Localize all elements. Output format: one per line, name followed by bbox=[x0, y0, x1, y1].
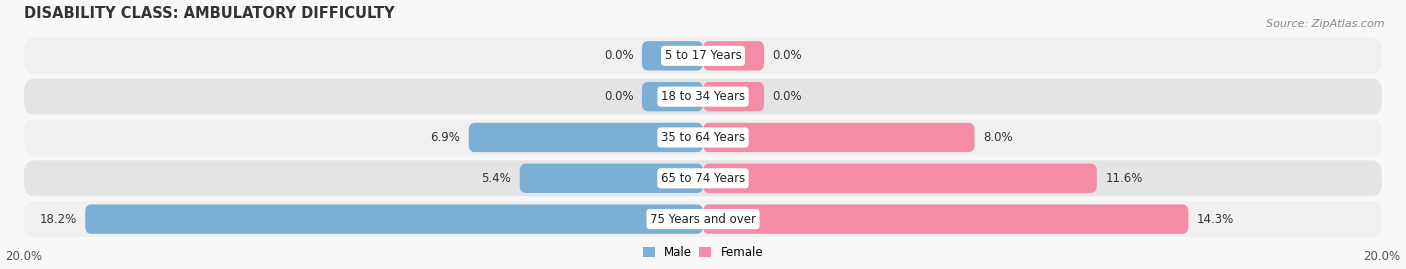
FancyBboxPatch shape bbox=[24, 119, 1382, 155]
Text: 6.9%: 6.9% bbox=[430, 131, 460, 144]
Text: 0.0%: 0.0% bbox=[772, 49, 803, 62]
FancyBboxPatch shape bbox=[703, 123, 974, 152]
FancyBboxPatch shape bbox=[520, 164, 703, 193]
Text: 0.0%: 0.0% bbox=[772, 90, 803, 103]
Text: DISABILITY CLASS: AMBULATORY DIFFICULTY: DISABILITY CLASS: AMBULATORY DIFFICULTY bbox=[24, 6, 395, 20]
Text: 8.0%: 8.0% bbox=[983, 131, 1012, 144]
Text: Source: ZipAtlas.com: Source: ZipAtlas.com bbox=[1267, 19, 1385, 29]
FancyBboxPatch shape bbox=[24, 201, 1382, 237]
FancyBboxPatch shape bbox=[86, 204, 703, 234]
FancyBboxPatch shape bbox=[643, 82, 703, 111]
Text: 75 Years and over: 75 Years and over bbox=[650, 213, 756, 226]
Text: 0.0%: 0.0% bbox=[603, 90, 634, 103]
Text: 5.4%: 5.4% bbox=[481, 172, 512, 185]
FancyBboxPatch shape bbox=[643, 41, 703, 70]
FancyBboxPatch shape bbox=[703, 204, 1188, 234]
Legend: Male, Female: Male, Female bbox=[643, 246, 763, 259]
Text: 5 to 17 Years: 5 to 17 Years bbox=[665, 49, 741, 62]
Text: 14.3%: 14.3% bbox=[1197, 213, 1234, 226]
Text: 18 to 34 Years: 18 to 34 Years bbox=[661, 90, 745, 103]
Text: 18.2%: 18.2% bbox=[39, 213, 77, 226]
FancyBboxPatch shape bbox=[468, 123, 703, 152]
Text: 0.0%: 0.0% bbox=[603, 49, 634, 62]
FancyBboxPatch shape bbox=[24, 160, 1382, 196]
FancyBboxPatch shape bbox=[24, 38, 1382, 74]
FancyBboxPatch shape bbox=[703, 82, 763, 111]
Text: 11.6%: 11.6% bbox=[1105, 172, 1143, 185]
FancyBboxPatch shape bbox=[703, 164, 1097, 193]
Text: 65 to 74 Years: 65 to 74 Years bbox=[661, 172, 745, 185]
Text: 35 to 64 Years: 35 to 64 Years bbox=[661, 131, 745, 144]
FancyBboxPatch shape bbox=[703, 41, 763, 70]
FancyBboxPatch shape bbox=[24, 79, 1382, 115]
